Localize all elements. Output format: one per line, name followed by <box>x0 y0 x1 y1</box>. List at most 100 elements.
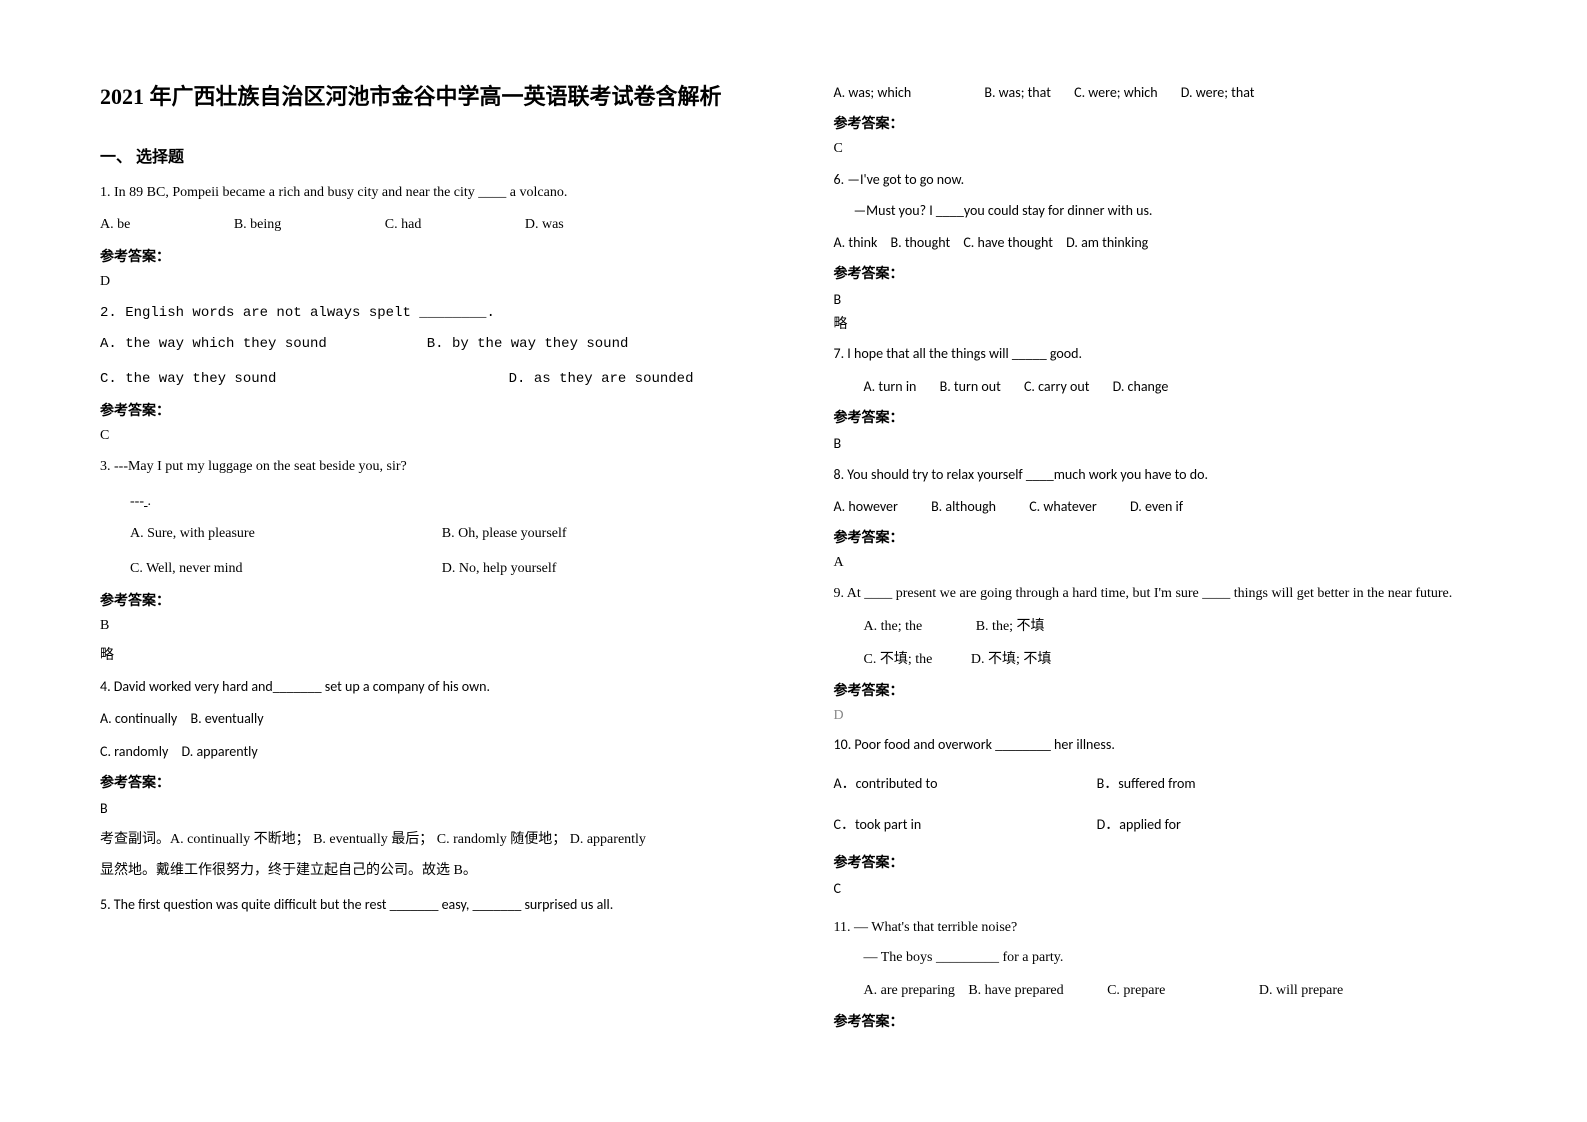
q6-note: 略 <box>834 313 1488 333</box>
q2-options-row1: A. the way which they sound B. by the wa… <box>100 332 754 357</box>
q9-b: B. the; 不填 <box>976 614 1045 639</box>
section-1-header: 一、 选择题 <box>100 143 754 167</box>
q11-options: A. are preparing B. have prepared C. pre… <box>864 978 1488 1003</box>
q10-answer: C <box>834 880 1488 897</box>
q9-options-row1: A. the; the B. the; 不填 <box>864 614 1488 639</box>
q6-b: B. thought <box>891 230 951 255</box>
q4-options-row1: A. continually B. eventually <box>100 706 754 731</box>
q1-options: A. be B. being C. had D. was <box>100 212 754 237</box>
q1-text: 1. In 89 BC, Pompeii became a rich and b… <box>100 182 754 204</box>
q11-c: C. prepare <box>1107 978 1165 1003</box>
q3-text: 3. ---May I put my luggage on the seat b… <box>100 456 754 478</box>
q9-options-row2: C. 不填; the D. 不填; 不填 <box>864 647 1488 672</box>
q10-options-row1: A．contributed to B．suffered from <box>834 771 1488 796</box>
q6-options: A. think B. thought C. have thought D. a… <box>834 230 1488 255</box>
q9-text: 9. At ____ present we are going through … <box>834 583 1488 605</box>
left-column: 2021 年广西壮族自治区河池市金谷中学高一英语联考试卷含解析 一、 选择题 1… <box>0 0 794 1122</box>
q7-a: A. turn in <box>864 374 917 399</box>
q9-answer: D <box>834 708 1488 724</box>
q2-d: D. as they are sounded <box>397 367 754 392</box>
q11-b: B. have prepared <box>968 978 1063 1003</box>
q2-c: C. the way they sound <box>100 367 397 392</box>
q3-note: 略 <box>100 644 754 664</box>
q10-b: B．suffered from <box>1097 771 1196 796</box>
q10-options-row2: C．took part in D．applied for <box>834 812 1488 837</box>
q5-b: B. was; that <box>984 80 1051 105</box>
q3-dash: --- <box>130 494 144 509</box>
q5-d: D. were; that <box>1181 80 1255 105</box>
q3-options-row2: C. Well, never mind D. No, help yourself <box>130 556 754 581</box>
q7-b: B. turn out <box>940 374 1001 399</box>
q7-text: 7. I hope that all the things will _____… <box>834 343 1488 365</box>
q8-answer-label: 参考答案： <box>834 527 1488 547</box>
right-column: A. was; which B. was; that C. were; whic… <box>794 0 1587 1122</box>
q6-answer: B <box>834 291 1488 308</box>
q7-answer-label: 参考答案： <box>834 407 1488 427</box>
q4-exp2: 显然地。戴维工作很努力，终于建立起自己的公司。故选 B。 <box>100 860 754 882</box>
q6-text1: 6. —I've got to go now. <box>834 169 1488 191</box>
q11-a: A. are preparing <box>864 978 955 1003</box>
q11-text1: 11. — What's that terrible noise? <box>834 917 1488 939</box>
q3-answer: B <box>100 618 754 634</box>
q9-answer-label: 参考答案： <box>834 680 1488 700</box>
q8-a: A. however <box>834 494 898 519</box>
q6-answer-label: 参考答案： <box>834 263 1488 283</box>
q2-answer-label: 参考答案： <box>100 400 754 420</box>
q6-c: C. have thought <box>963 230 1053 255</box>
q9-a: A. the; the <box>864 614 923 639</box>
q8-answer: A <box>834 555 1488 571</box>
q10-c: C．took part in <box>834 812 1034 837</box>
q11-answer-label: 参考答案： <box>834 1011 1488 1031</box>
q5-c: C. were; which <box>1074 80 1157 105</box>
q5-text: 5. The first question was quite difficul… <box>100 894 754 916</box>
q4-text: 4. David worked very hard and_______ set… <box>100 676 754 698</box>
q7-c: C. carry out <box>1024 374 1089 399</box>
q8-text: 8. You should try to relax yourself ____… <box>834 464 1488 486</box>
q3-options-row1: A. Sure, with pleasure B. Oh, please you… <box>130 521 754 546</box>
q7-options: A. turn in B. turn out C. carry out D. c… <box>864 374 1488 399</box>
q3-text2: --- . <box>130 491 754 513</box>
q10-d: D．applied for <box>1097 812 1181 837</box>
q4-c: C. randomly <box>100 739 168 764</box>
q4-answer: B <box>100 800 754 817</box>
q8-c: C. whatever <box>1029 494 1097 519</box>
q1-answer-label: 参考答案： <box>100 246 754 266</box>
q1-b: B. being <box>234 212 281 237</box>
q2-text: 2. English words are not always spelt __… <box>100 302 754 324</box>
q4-d: D. apparently <box>181 739 257 764</box>
q10-answer-label: 参考答案： <box>834 852 1488 872</box>
q11-text2: — The boys _________ for a party. <box>864 947 1488 969</box>
q7-answer: B <box>834 435 1488 452</box>
q4-answer-label: 参考答案： <box>100 772 754 792</box>
q9-c: C. 不填; the <box>864 647 933 672</box>
q3-c: C. Well, never mind <box>130 556 442 581</box>
q1-a: A. be <box>100 212 130 237</box>
q8-options: A. however B. although C. whatever D. ev… <box>834 494 1488 519</box>
q10-text: 10. Poor food and overwork ________ her … <box>834 734 1488 756</box>
q2-options-row2: C. the way they sound D. as they are sou… <box>100 367 754 392</box>
q1-c: C. had <box>385 212 422 237</box>
q1-d: D. was <box>525 212 564 237</box>
q9-d: D. 不填; 不填 <box>971 647 1052 672</box>
q5-options: A. was; which B. was; that C. were; whic… <box>834 80 1488 105</box>
q6-d: D. am thinking <box>1066 230 1148 255</box>
q2-b: B. by the way they sound <box>427 332 754 357</box>
q5-answer-label: 参考答案： <box>834 113 1488 133</box>
q6-text2: —Must you? I ____you could stay for dinn… <box>854 200 1488 222</box>
q3-a: A. Sure, with pleasure <box>130 521 442 546</box>
q4-exp1: 考查副词。A. continually 不断地； B. eventually 最… <box>100 829 754 851</box>
q6-a: A. think <box>834 230 878 255</box>
q7-d: D. change <box>1113 374 1169 399</box>
q4-b: B. eventually <box>190 706 263 731</box>
q4-a: A. continually <box>100 706 177 731</box>
q8-d: D. even if <box>1130 494 1183 519</box>
q1-answer: D <box>100 274 754 290</box>
q3-d: D. No, help yourself <box>442 556 754 581</box>
q3-period: . <box>148 494 152 509</box>
q11-d: D. will prepare <box>1259 978 1343 1003</box>
q2-answer: C <box>100 428 754 444</box>
q10-a: A．contributed to <box>834 771 1034 796</box>
q5-answer: C <box>834 141 1488 157</box>
q4-options-row2: C. randomly D. apparently <box>100 739 754 764</box>
q3-b: B. Oh, please yourself <box>442 521 754 546</box>
